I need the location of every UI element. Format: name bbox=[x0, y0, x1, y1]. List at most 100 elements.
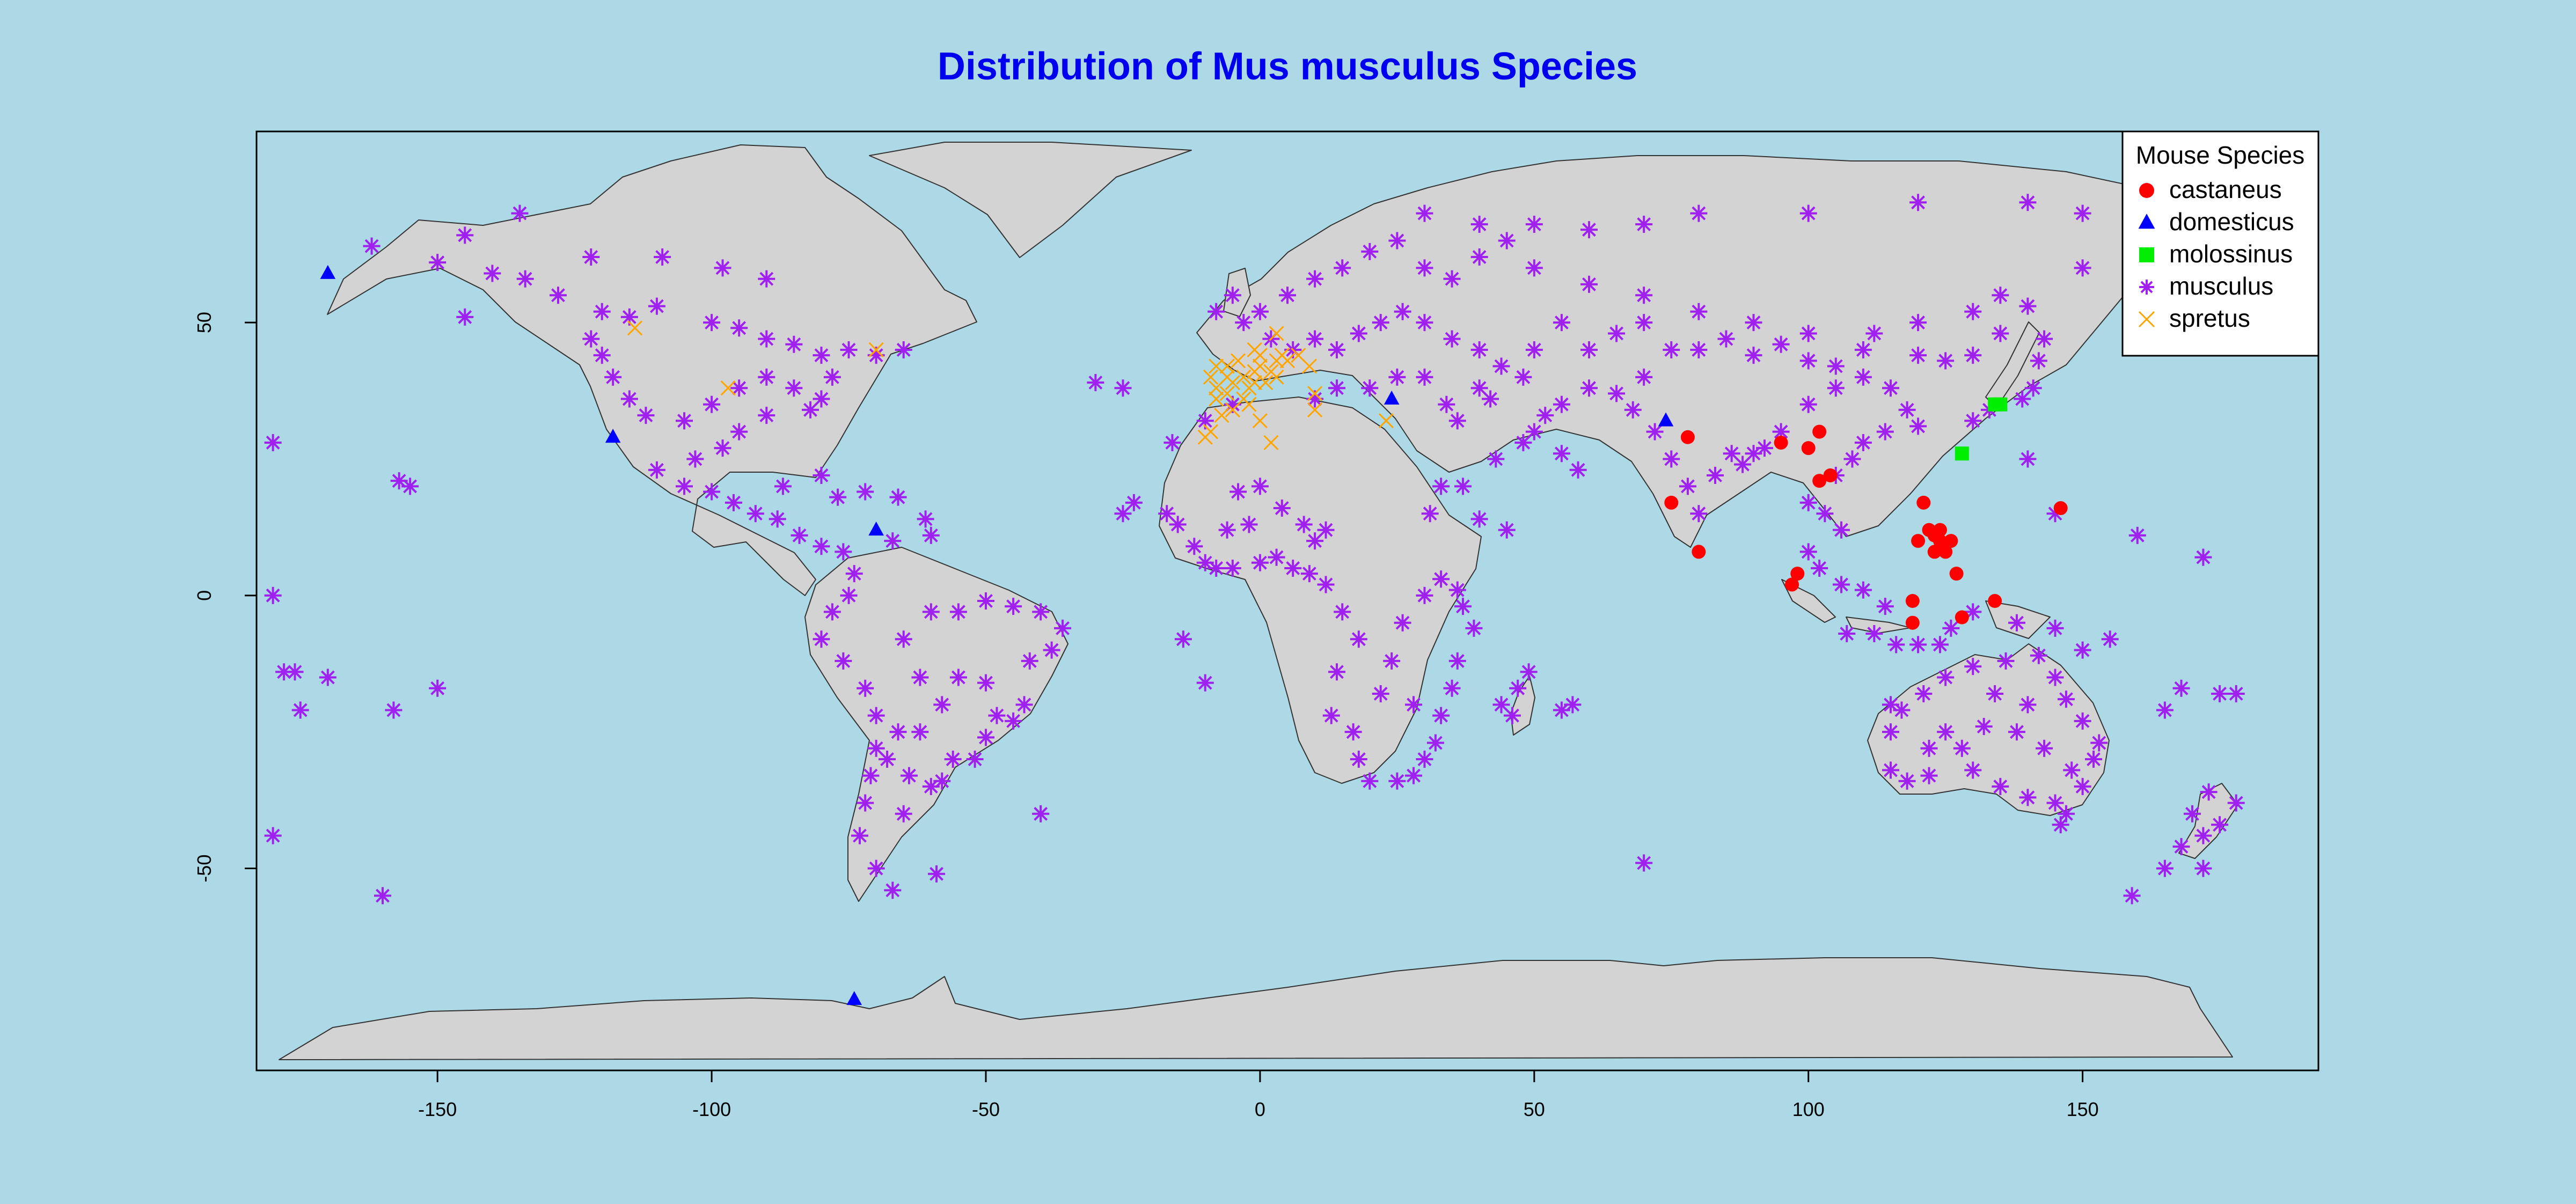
musculus-point bbox=[977, 729, 995, 746]
musculus-point bbox=[1646, 423, 1664, 441]
musculus-point bbox=[1799, 352, 1817, 370]
musculus-point bbox=[620, 308, 638, 326]
musculus-point bbox=[1268, 548, 1285, 566]
castaneus-point bbox=[1916, 495, 1931, 510]
series-molossinus bbox=[1955, 397, 2008, 461]
musculus-point bbox=[1470, 248, 1488, 266]
musculus-point bbox=[840, 341, 858, 358]
musculus-point bbox=[1372, 314, 1389, 332]
musculus-point bbox=[758, 368, 775, 386]
musculus-point bbox=[1114, 379, 1132, 397]
musculus-point bbox=[813, 630, 830, 648]
musculus-point bbox=[1690, 341, 1708, 358]
musculus-point bbox=[1487, 450, 1505, 468]
musculus-point bbox=[1196, 554, 1214, 571]
musculus-point bbox=[2194, 860, 2212, 877]
musculus-point bbox=[1208, 303, 1225, 320]
musculus-point bbox=[1361, 243, 1379, 260]
musculus-point bbox=[1734, 456, 1752, 473]
musculus-point bbox=[1525, 423, 1543, 441]
musculus-point bbox=[922, 603, 940, 621]
spretus-point bbox=[1252, 348, 1268, 363]
musculus-point bbox=[1503, 707, 1521, 724]
musculus-point bbox=[802, 401, 819, 419]
musculus-point bbox=[429, 679, 447, 697]
musculus-point bbox=[291, 701, 309, 719]
musculus-point bbox=[1438, 395, 1455, 413]
musculus-point bbox=[703, 395, 721, 413]
musculus-point bbox=[1937, 723, 1955, 741]
musculus-point bbox=[1580, 221, 1598, 239]
musculus-point bbox=[829, 488, 847, 506]
musculus-point bbox=[867, 347, 885, 364]
musculus-point bbox=[1388, 368, 1406, 386]
musculus-point bbox=[2057, 805, 2075, 823]
musculus-point bbox=[977, 592, 995, 610]
musculus-point bbox=[714, 259, 731, 277]
musculus-point bbox=[1882, 761, 1899, 779]
musculus-point bbox=[813, 390, 830, 408]
musculus-point bbox=[1569, 461, 1587, 479]
musculus-point bbox=[511, 204, 529, 222]
musculus-point bbox=[1553, 314, 1570, 332]
musculus-point bbox=[1416, 204, 1433, 222]
musculus-point bbox=[1964, 658, 1982, 676]
musculus-point bbox=[1054, 619, 1072, 637]
musculus-point bbox=[851, 827, 868, 845]
castaneus-point bbox=[1933, 523, 1947, 537]
musculus-point bbox=[1755, 439, 1773, 457]
musculus-point bbox=[1344, 723, 1362, 741]
musculus-point bbox=[1745, 347, 1762, 364]
musculus-point bbox=[1992, 325, 2009, 342]
musculus-point bbox=[1772, 423, 1790, 441]
greenland-landmass bbox=[869, 142, 1192, 258]
musculus-point bbox=[1224, 395, 1241, 413]
musculus-point bbox=[2036, 330, 2053, 348]
castaneus-point bbox=[1774, 435, 1788, 450]
spretus-point bbox=[1219, 386, 1235, 401]
musculus-point bbox=[1986, 685, 2004, 702]
spretus-point bbox=[1203, 369, 1219, 385]
musculus-point bbox=[1174, 630, 1192, 648]
spretus-point bbox=[1263, 435, 1279, 451]
musculus-point bbox=[1580, 379, 1598, 397]
musculus-point bbox=[1816, 505, 1834, 523]
spretus-point bbox=[1247, 375, 1262, 391]
musculus-point bbox=[1306, 270, 1324, 288]
musculus-point bbox=[1350, 751, 1367, 768]
south-america-landmass bbox=[804, 547, 1069, 902]
musculus-point bbox=[1876, 423, 1894, 441]
musculus-point bbox=[895, 805, 912, 823]
musculus-point bbox=[1454, 478, 1472, 495]
musculus-point bbox=[879, 751, 896, 768]
musculus-point bbox=[2046, 505, 2064, 523]
musculus-point bbox=[758, 407, 775, 424]
castaneus-point bbox=[1988, 594, 2002, 608]
musculus-point bbox=[889, 488, 907, 506]
musculus-point bbox=[1953, 739, 1971, 757]
musculus-point bbox=[1443, 679, 1461, 697]
uk-landmass bbox=[1223, 268, 1251, 317]
musculus-point bbox=[2074, 641, 2091, 659]
musculus-point bbox=[2074, 259, 2091, 277]
musculus-point bbox=[1498, 521, 1516, 539]
spretus-point bbox=[1378, 413, 1394, 429]
spretus-point bbox=[1219, 358, 1235, 374]
musculus-point bbox=[1005, 598, 1022, 615]
spretus-point bbox=[1197, 429, 1213, 445]
musculus-point bbox=[1470, 341, 1488, 358]
spretus-point bbox=[1307, 386, 1323, 401]
musculus-point bbox=[1448, 412, 1466, 430]
musculus-point bbox=[1707, 466, 1724, 484]
castaneus-point bbox=[1823, 468, 1838, 482]
musculus-point bbox=[2063, 761, 2081, 779]
musculus-point bbox=[2052, 816, 2069, 834]
legend-marker-molossinus bbox=[2139, 247, 2154, 262]
musculus-point bbox=[2046, 619, 2064, 637]
musculus-point bbox=[2008, 723, 2026, 741]
musculus-point bbox=[933, 772, 951, 790]
musculus-point bbox=[1334, 603, 1351, 621]
musculus-point bbox=[390, 472, 408, 490]
musculus-point bbox=[1663, 450, 1680, 468]
legend-entries: castaneus domesticus molossinus musculus spr… bbox=[2138, 175, 2294, 332]
